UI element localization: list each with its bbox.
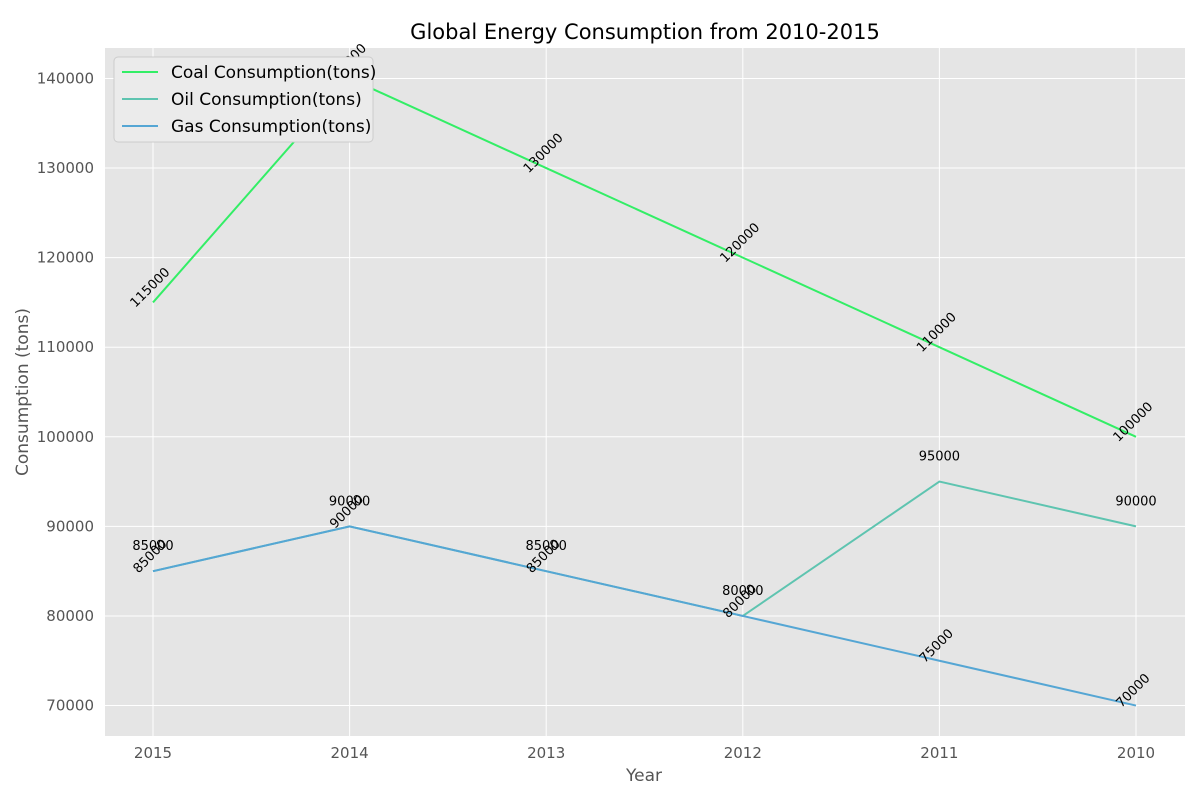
plot-area <box>105 48 1185 736</box>
x-tick-label: 2013 <box>527 744 565 762</box>
y-tick-label: 70000 <box>46 697 94 715</box>
chart-title: Global Energy Consumption from 2010-2015 <box>410 20 880 44</box>
data-label: 95000 <box>919 450 960 465</box>
y-tick-label: 110000 <box>37 338 94 356</box>
data-label: 90000 <box>329 494 370 509</box>
x-axis-ticks: 2015 2014 2013 2012 2011 2010 <box>134 744 1155 762</box>
x-tick-label: 2015 <box>134 744 172 762</box>
data-label: 85000 <box>132 539 173 554</box>
y-tick-label: 100000 <box>37 428 94 446</box>
y-tick-label: 80000 <box>46 607 94 625</box>
x-tick-label: 2014 <box>331 744 369 762</box>
legend: Coal Consumption(tons) Oil Consumption(to… <box>113 56 376 143</box>
legend-box <box>113 56 374 143</box>
x-tick-label: 2010 <box>1117 744 1155 762</box>
y-tick-label: 140000 <box>37 69 94 87</box>
grid-lines <box>105 48 1185 736</box>
legend-label: Coal Consumption(tons) <box>171 63 376 83</box>
data-label: 90000 <box>1115 494 1156 509</box>
data-label: 85000 <box>526 539 567 554</box>
y-tick-label: 90000 <box>46 517 94 535</box>
x-tick-label: 2012 <box>724 744 762 762</box>
y-axis-label: Consumption (tons) <box>13 308 33 476</box>
y-tick-label: 120000 <box>37 249 94 267</box>
x-axis-label: Year <box>625 766 662 786</box>
legend-label: Gas Consumption(tons) <box>171 117 371 137</box>
y-tick-label: 130000 <box>37 159 94 177</box>
legend-label: Oil Consumption(tons) <box>171 90 362 110</box>
series-line <box>152 525 1137 707</box>
y-axis-ticks: 70000 80000 90000 100000 110000 120000 130000 1… <box>37 69 94 714</box>
x-tick-label: 2011 <box>920 744 958 762</box>
data-label: 80000 <box>722 584 763 599</box>
